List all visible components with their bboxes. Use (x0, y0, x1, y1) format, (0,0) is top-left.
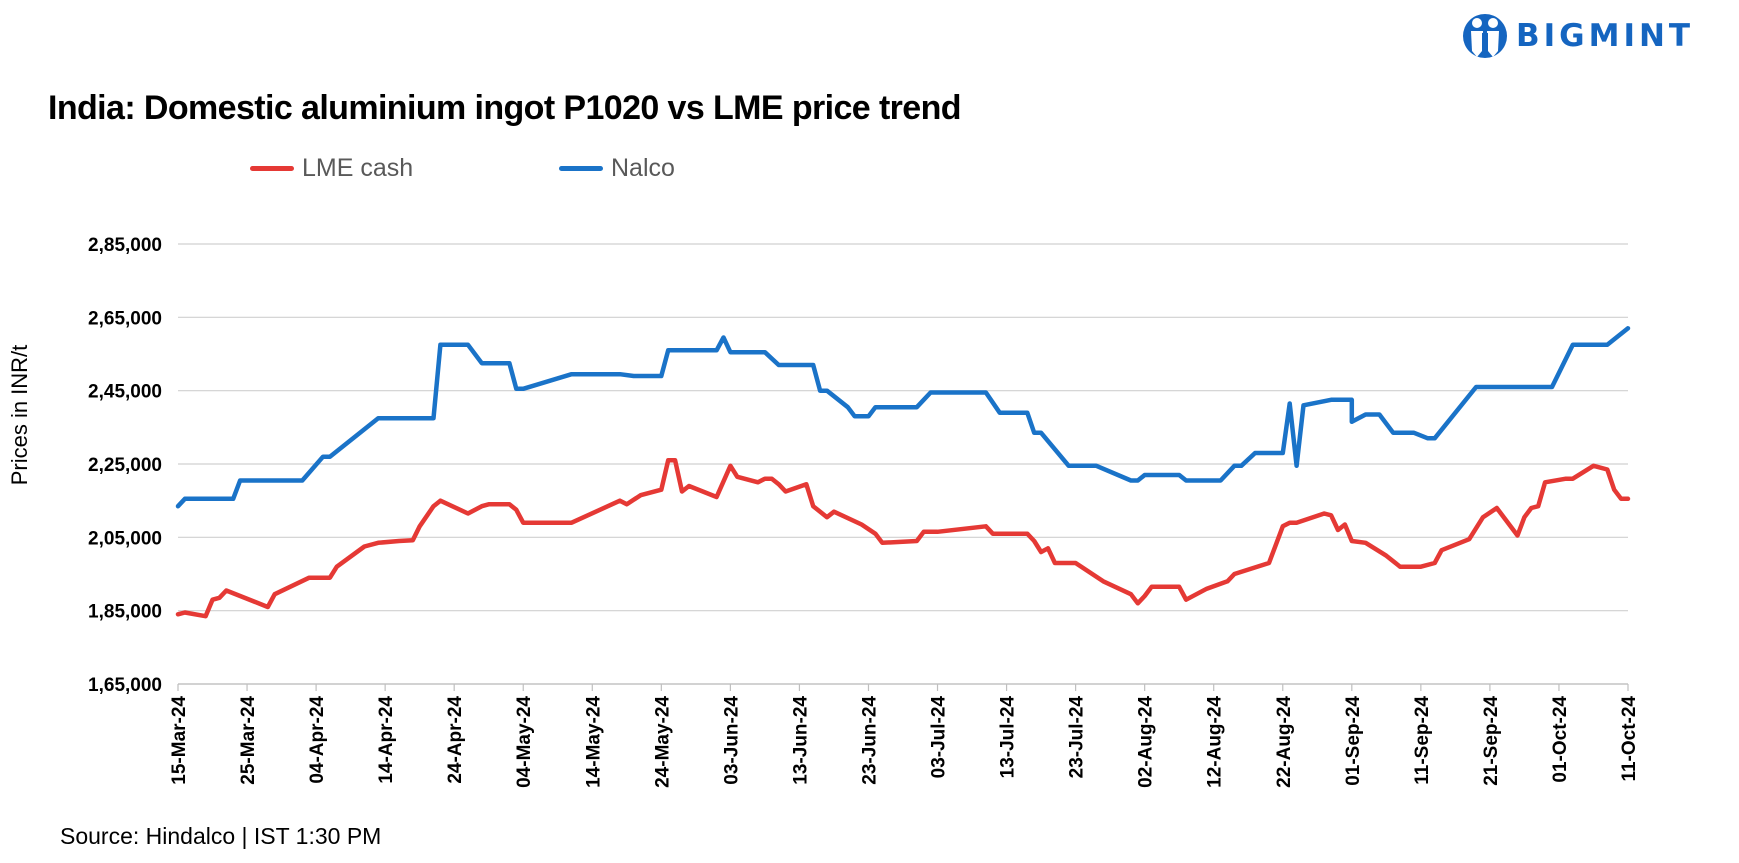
legend-label-nalco: Nalco (611, 153, 675, 182)
y-tick-label: 2,85,000 (88, 235, 162, 256)
x-tick-label: 14-Apr-24 (376, 696, 397, 784)
x-tick-label: 24-Apr-24 (445, 696, 466, 784)
y-tick-label: 1,65,000 (88, 675, 162, 696)
chart-title: India: Domestic aluminium ingot P1020 vs… (48, 89, 962, 127)
gridlines (178, 243, 1628, 685)
x-tick-label: 03-Jul-24 (929, 696, 950, 779)
y-tick-label: 2,05,000 (88, 528, 162, 549)
x-tick-label: 12-Aug-24 (1205, 696, 1226, 788)
y-axis-label: Prices in INR/t (7, 345, 32, 486)
legend-label-lme-cash: LME cash (302, 153, 414, 182)
y-axis-ticks: 1,65,000 1,85,000 2,05,000 2,25,000 2,45,000… (88, 235, 162, 696)
x-tick-label: 23-Jul-24 (1067, 696, 1088, 779)
legend-item-nalco: Nalco (559, 150, 675, 186)
x-tick-label: 04-May-24 (514, 696, 535, 788)
source-note: Source: Hindalco | IST 1:30 PM (60, 823, 382, 849)
x-tick-label: 25-Mar-24 (238, 696, 259, 785)
y-tick-label: 2,65,000 (88, 308, 162, 329)
x-tick-label: 11-Sep-24 (1412, 696, 1433, 785)
x-tick-label: 24-May-24 (652, 696, 673, 788)
legend-item-lme-cash: LME cash (250, 150, 413, 186)
series-line-lme-cash (175, 458, 1631, 619)
x-tick-label: 13-Jul-24 (998, 696, 1019, 779)
x-tick-label: 04-Apr-24 (307, 696, 328, 784)
y-tick-label: 1,85,000 (88, 602, 162, 623)
legend-swatch-nalco (559, 165, 603, 171)
y-tick-label: 2,25,000 (88, 455, 162, 476)
x-tick-label: 11-Oct-24 (1619, 696, 1640, 782)
bigmint-logo-icon (1463, 14, 1507, 58)
series-lines (175, 326, 1631, 619)
legend-swatch-lme-cash (250, 165, 294, 171)
x-tick-label: 23-Jun-24 (859, 696, 880, 785)
series-line-nalco (175, 326, 1631, 509)
x-tick-label: 03-Jun-24 (721, 696, 742, 785)
x-tick-label: 13-Jun-24 (790, 696, 811, 785)
x-tick-label: 21-Sep-24 (1481, 696, 1502, 786)
x-axis-ticks: 15-Mar-24 25-Mar-24 04-Apr-24 14-Apr-24 24-A… (169, 696, 1640, 788)
x-tick-label: 22-Aug-24 (1274, 696, 1295, 788)
x-tick-label: 01-Oct-24 (1550, 696, 1571, 783)
x-axis (177, 683, 1629, 691)
x-tick-label: 02-Aug-24 (1136, 696, 1157, 788)
brand-name: BIGMINT (1516, 18, 1695, 54)
x-tick-label: 01-Sep-24 (1343, 696, 1364, 786)
x-tick-label: 14-May-24 (583, 696, 604, 788)
y-tick-label: 2,45,000 (88, 382, 162, 403)
brand-logo: BIGMINT (1462, 8, 1694, 64)
x-tick-label: 15-Mar-24 (169, 696, 190, 785)
